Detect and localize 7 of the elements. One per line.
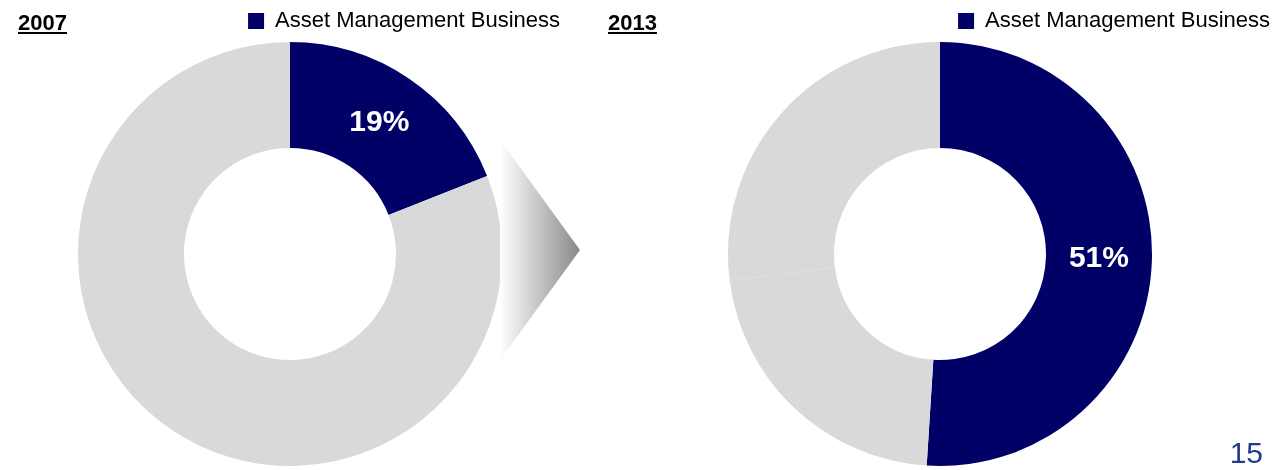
chart-title: 2007 <box>18 10 67 36</box>
legend-label: Asset Management Business <box>985 7 1271 33</box>
data-label: 19% <box>349 103 410 137</box>
data-label: 51% <box>1068 240 1129 274</box>
chart-title: 2013 <box>608 10 657 36</box>
text: 15 <box>1229 436 1263 470</box>
legend-label: Asset Management Business <box>275 7 561 33</box>
